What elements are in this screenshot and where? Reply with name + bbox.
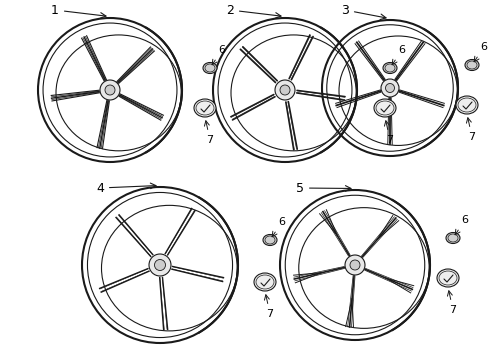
Circle shape (350, 260, 360, 270)
Ellipse shape (446, 233, 460, 243)
Ellipse shape (383, 63, 397, 73)
Ellipse shape (465, 59, 479, 71)
Circle shape (149, 254, 171, 276)
Text: 4: 4 (96, 181, 156, 194)
Ellipse shape (456, 96, 478, 114)
Circle shape (280, 85, 290, 95)
Text: 7: 7 (265, 295, 273, 319)
Text: 7: 7 (385, 121, 393, 145)
Circle shape (105, 85, 115, 95)
Text: 6: 6 (212, 45, 225, 65)
Text: 6: 6 (455, 215, 468, 235)
Ellipse shape (254, 273, 276, 291)
Circle shape (100, 80, 120, 100)
Circle shape (154, 260, 166, 270)
Text: 7: 7 (447, 291, 457, 315)
Text: 1: 1 (51, 4, 106, 18)
Text: 6: 6 (392, 45, 406, 65)
Text: 7: 7 (204, 121, 214, 145)
Ellipse shape (203, 63, 217, 73)
Text: 7: 7 (466, 118, 476, 142)
Circle shape (275, 80, 295, 100)
Text: 6: 6 (272, 217, 286, 237)
Ellipse shape (263, 234, 277, 246)
Text: 6: 6 (474, 42, 488, 62)
Circle shape (345, 255, 365, 275)
Ellipse shape (374, 99, 396, 117)
Circle shape (386, 84, 394, 93)
Text: 2: 2 (226, 4, 281, 18)
Ellipse shape (437, 269, 459, 287)
Ellipse shape (194, 99, 216, 117)
Circle shape (381, 79, 399, 97)
Text: 3: 3 (341, 4, 386, 19)
Text: 5: 5 (296, 181, 351, 194)
